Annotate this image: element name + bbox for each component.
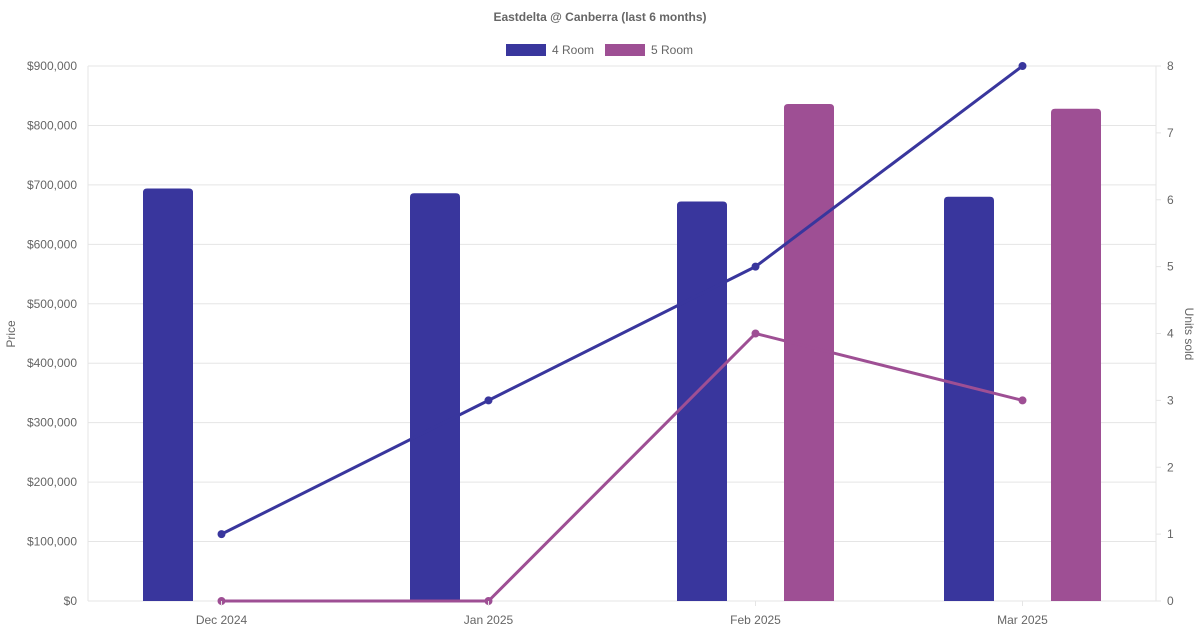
y-tick-label: $300,000 (27, 416, 77, 430)
data-point (751, 329, 760, 338)
bar (143, 188, 193, 601)
bar (784, 104, 834, 602)
bar (944, 196, 994, 601)
data-point (1018, 396, 1027, 405)
y2-tick-label: 0 (1167, 594, 1174, 608)
y2-tick-label: 6 (1167, 193, 1174, 207)
legend-item-4-room[interactable]: 4 Room (506, 43, 594, 57)
y-tick-label: $0 (64, 594, 78, 608)
bar (1051, 108, 1101, 602)
data-point (1018, 62, 1027, 70)
y-tick-label: $900,000 (27, 59, 77, 73)
y-axis-title: Price (4, 320, 18, 348)
series-line (220, 64, 1024, 536)
lines (217, 62, 1027, 605)
legend-item-5-room[interactable]: 5 Room (605, 43, 693, 57)
y-tick-label: $200,000 (27, 475, 77, 489)
y2-tick-label: 3 (1167, 393, 1174, 407)
y2-tick-label: 2 (1167, 460, 1174, 474)
data-point (751, 262, 760, 271)
y-tick-label: $400,000 (27, 356, 77, 370)
x-tick-label: Dec 2024 (196, 613, 248, 627)
gridlines (88, 65, 1156, 602)
bar (410, 193, 460, 601)
legend-swatch-4-room (506, 44, 546, 56)
y-tick-label: $800,000 (27, 118, 77, 132)
y2-tick-label: 4 (1167, 327, 1174, 341)
data-point (217, 530, 226, 539)
legend: 4 Room 5 Room (506, 43, 693, 57)
bar (677, 201, 727, 602)
y2-tick-label: 7 (1167, 126, 1174, 140)
y2-tick-label: 8 (1167, 59, 1174, 73)
y-tick-label: $100,000 (27, 535, 77, 549)
y2-tick-label: 1 (1167, 527, 1174, 541)
bars (143, 104, 1101, 602)
y2-tick-label: 5 (1167, 260, 1174, 274)
series-line (221, 332, 1023, 603)
legend-label-4-room: 4 Room (552, 43, 594, 57)
x-tick-label: Mar 2025 (997, 613, 1048, 627)
x-tick-label: Jan 2025 (464, 613, 514, 627)
y-tick-label: $500,000 (27, 297, 77, 311)
x-tick-label: Feb 2025 (730, 613, 781, 627)
legend-label-5-room: 5 Room (651, 43, 693, 57)
chart-title: Eastdelta @ Canberra (last 6 months) (493, 10, 706, 24)
legend-swatch-5-room (605, 44, 645, 56)
y-tick-label: $700,000 (27, 178, 77, 192)
data-point (484, 396, 493, 405)
y2-axis-title: Units sold (1182, 308, 1196, 361)
axes: $0 $100,000 $200,000 $300,000 $400,000 $500,0… (27, 59, 1174, 627)
y-tick-label: $600,000 (27, 237, 77, 251)
